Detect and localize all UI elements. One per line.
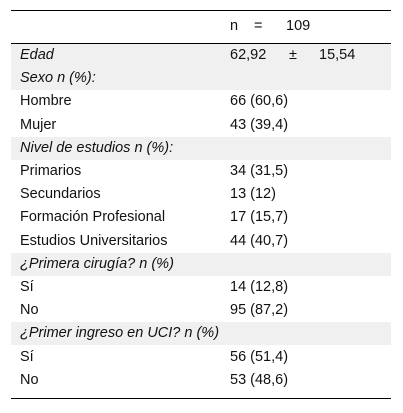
bottom-rule [11, 398, 391, 399]
header-equals: = [254, 18, 263, 34]
table-row: Edad 62,92 ±15,54 [11, 44, 391, 67]
row-label: Edad [20, 47, 54, 63]
table-row: No 95 (87,2) [11, 299, 391, 322]
table-row: Sí 14 (12,8) [11, 276, 391, 299]
table-row: Estudios Universitarios 44 (40,7) [11, 230, 391, 253]
row-label: ¿Primera cirugía? n (%) [20, 255, 174, 272]
row-label: Formación Profesional [20, 209, 166, 226]
row-value: 66 (60,6) [230, 93, 289, 110]
row-label: Sí [20, 279, 34, 295]
table-row: ¿Primera cirugía? n (%) [11, 252, 391, 276]
row-value: 53 (48,6) [230, 371, 289, 388]
row-label: Hombre [20, 93, 72, 110]
table-row: Nivel de estudios n (%): [11, 136, 391, 160]
row-label: No [20, 371, 39, 388]
top-rule [11, 10, 391, 11]
table-row: Sexo n (%): [11, 67, 391, 91]
row-label: ¿Primer ingreso en UCI? n (%) [20, 325, 220, 342]
table-row: Formación Profesional 17 (15,7) [11, 206, 391, 229]
row-value: 44 (40,7) [230, 232, 289, 249]
row-label: Secundarios [20, 186, 101, 203]
table-row: Mujer 43 (39,4) [11, 114, 391, 137]
row-plus-minus: ± [289, 47, 297, 63]
row-value: 13 (12) [230, 186, 276, 203]
header-n-label: n [230, 18, 239, 34]
row-value: 56 (51,4) [230, 348, 289, 365]
row-label: Mujer [20, 116, 57, 133]
table-row: Primarios 34 (31,5) [11, 160, 391, 183]
row-label: Sexo n (%): [20, 70, 96, 87]
row-sd: 15,54 [319, 47, 356, 63]
row-value: 34 (31,5) [230, 163, 289, 179]
row-label: Sí [20, 348, 34, 365]
row-label: Estudios Universitarios [20, 232, 168, 249]
row-value: 95 (87,2) [230, 302, 289, 319]
table-row: No 53 (48,6) [11, 369, 391, 392]
header-n-value: 109 [286, 18, 311, 34]
row-mean: 62,92 [230, 47, 267, 63]
table-row: ¿Primer ingreso en UCI? n (%) [11, 322, 391, 346]
table-row: Hombre 66 (60,6) [11, 90, 391, 113]
row-value: 14 (12,8) [230, 279, 289, 295]
row-value: 43 (39,4) [230, 116, 289, 133]
row-label: No [20, 302, 39, 319]
table-row: Secundarios 13 (12) [11, 183, 391, 206]
header-rule [11, 43, 391, 44]
header-row: n = 109 [11, 15, 391, 38]
row-label: Nivel de estudios n (%): [20, 139, 174, 156]
row-label: Primarios [20, 163, 82, 179]
table-row: Sí 56 (51,4) [11, 346, 391, 369]
row-value: 17 (15,7) [230, 209, 289, 226]
